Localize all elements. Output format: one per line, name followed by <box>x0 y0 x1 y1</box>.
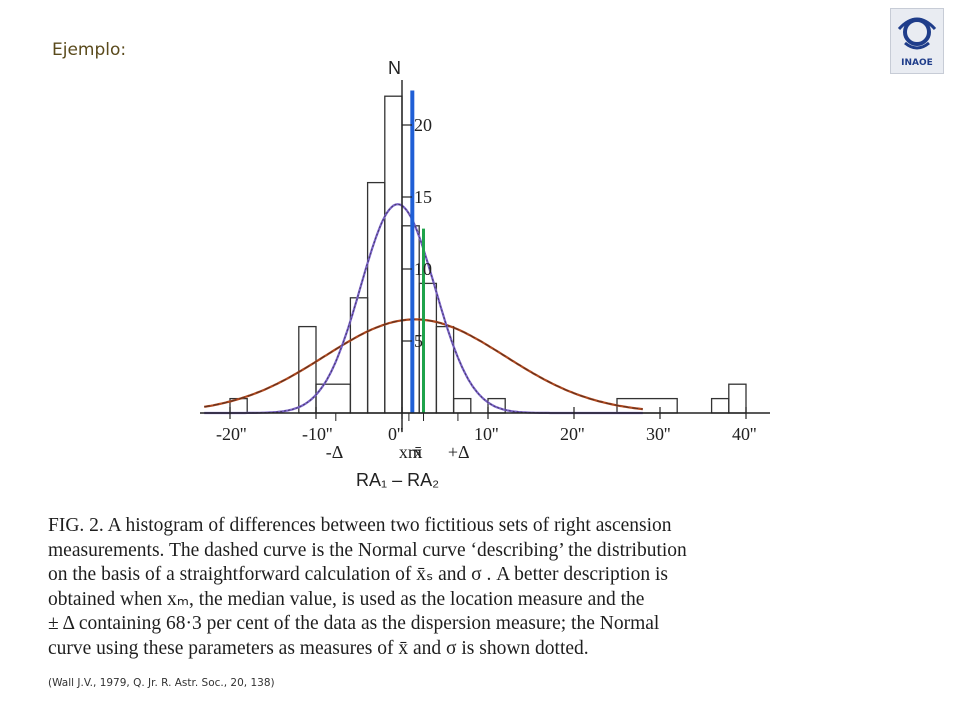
axis-labels: -20'' -10'' 0'' 10'' 20'' 30'' 40'' 5 10 15 20 -Δ xm… <box>216 115 757 462</box>
x-tick-label: 0'' <box>388 424 404 444</box>
histogram-bar <box>728 383 747 414</box>
marker-label: +Δ <box>448 442 470 462</box>
caption-line: obtained when xₘ, the median value, is u… <box>48 588 645 610</box>
logo-text: INAOE <box>901 58 933 68</box>
slide-title: Ejemplo: <box>52 40 127 60</box>
histogram-bars <box>229 95 747 414</box>
caption-line: measurements. The dashed curve is the No… <box>48 539 687 561</box>
axes <box>200 80 770 432</box>
y-tick-label: 15 <box>414 187 432 207</box>
histogram-bar <box>366 181 386 414</box>
x-tick-label: 40'' <box>732 424 757 444</box>
inaoe-logo: INAOE <box>890 8 944 74</box>
citation: (Wall J.V., 1979, Q. Jr. R. Astr. Soc., … <box>48 677 275 689</box>
histogram-chart: -20'' -10'' 0'' 10'' 20'' 30'' 40'' 5 10 15 20 -Δ xm… <box>200 58 770 490</box>
y-axis-title: N <box>388 58 401 78</box>
x-axis-title: RA₁ – RA₂ <box>356 470 439 490</box>
figure-caption: FIG. 2. A histogram of differences betwe… <box>48 514 918 661</box>
y-tick-label: 20 <box>414 115 432 135</box>
histogram-bar <box>384 95 403 414</box>
x-tick-label: 30'' <box>646 424 671 444</box>
histogram-bar <box>710 397 730 414</box>
caption-line: ± Δ containing 68·3 per cent of the data… <box>48 613 660 634</box>
y-tick-label: 5 <box>414 331 423 351</box>
caption-line: curve using these parameters as measures… <box>48 637 589 659</box>
marker-label: x̄ <box>414 442 423 462</box>
histogram-bar <box>487 397 506 414</box>
x-tick-label: -20'' <box>216 424 246 444</box>
x-tick-label: 10'' <box>474 424 499 444</box>
histogram-bar <box>452 397 472 414</box>
location-lines <box>410 90 425 413</box>
x-tick-label: 20'' <box>560 424 585 444</box>
caption-line: FIG. 2. A histogram of differences betwe… <box>48 515 672 536</box>
logo-emblem-icon <box>897 17 937 50</box>
marker-label: xm <box>399 442 422 462</box>
marker-label: -Δ <box>326 442 344 462</box>
x-tick-label: -10'' <box>302 424 332 444</box>
caption-line: on the basis of a straightforward calcul… <box>48 564 668 585</box>
y-tick-label: 10 <box>414 259 432 279</box>
